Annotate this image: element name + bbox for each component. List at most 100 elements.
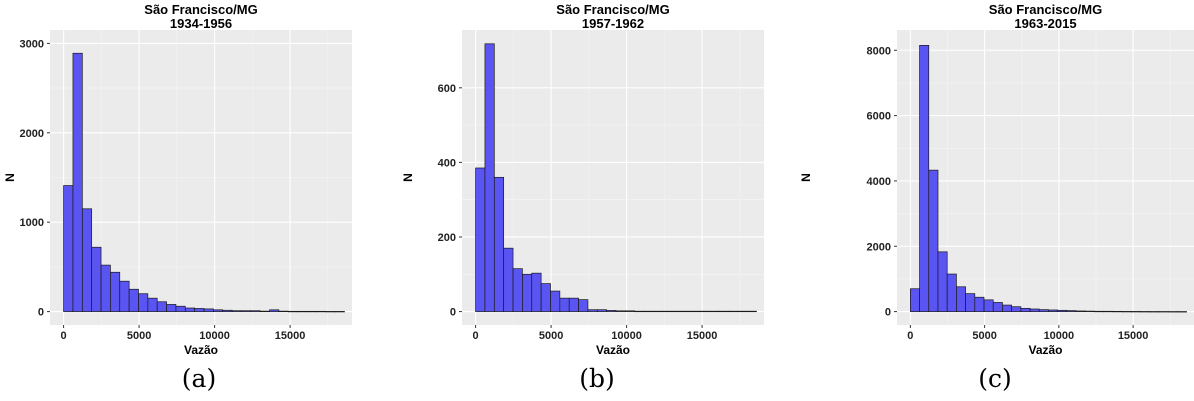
histogram-bar — [175, 305, 186, 312]
histogram-bar — [1167, 311, 1178, 313]
y-tick-label: 4000 — [867, 176, 891, 188]
x-tick-label: 10000 — [611, 330, 642, 342]
histogram-bar — [1020, 307, 1031, 312]
y-tick-label: 1000 — [20, 217, 44, 229]
histogram-bar — [746, 310, 757, 313]
histogram-bar — [910, 288, 920, 312]
chart-subtitle: 1963-2015 — [1014, 16, 1076, 31]
y-tick-label: 600 — [438, 83, 456, 95]
histogram-bar — [587, 309, 598, 312]
histogram-bar — [484, 43, 495, 312]
histogram-bar — [241, 310, 252, 312]
histogram-bar — [1177, 311, 1187, 313]
histogram-bar — [259, 310, 270, 312]
y-tick-label: 0 — [450, 307, 456, 319]
histogram-bar — [1084, 310, 1095, 312]
x-axis-title: Vazão — [1028, 343, 1062, 357]
histogram-bar — [306, 310, 317, 313]
histogram-bar — [222, 309, 233, 312]
histogram-bar — [475, 167, 486, 312]
histogram-bar — [287, 310, 298, 313]
x-tick-label: 10000 — [199, 330, 230, 342]
panel-c: 0 5000 10000 15000 0 2000 4000 6000 8000 São Fran… — [796, 0, 1194, 401]
x-axis-title: Vazão — [596, 343, 630, 357]
y-tick-label: 400 — [438, 157, 456, 169]
histogram-bar — [965, 293, 976, 312]
histogram-bar — [1121, 311, 1132, 313]
histogram-bar — [919, 45, 930, 312]
histogram-bar — [138, 293, 149, 312]
chart-title: São Francisco/MG — [556, 2, 669, 17]
histogram-bar — [946, 273, 957, 312]
x-axis-title: Vazão — [184, 343, 218, 357]
histogram-bar — [1029, 308, 1040, 312]
histogram-bar — [1130, 311, 1141, 313]
histogram-bar — [203, 308, 214, 312]
histogram-bar — [63, 185, 74, 312]
histogram-bar — [81, 208, 93, 312]
y-axis-title: N — [3, 173, 17, 182]
y-tick-label: 8000 — [867, 45, 891, 57]
histogram-bar — [110, 271, 121, 312]
x-tick-label: 0 — [907, 330, 913, 342]
histogram-bar — [522, 273, 533, 312]
histogram-bar — [119, 280, 130, 312]
y-tick-label: 0 — [38, 307, 44, 319]
y-tick-label: 6000 — [867, 111, 891, 123]
x-tick-label: 15000 — [275, 330, 306, 342]
histogram-bar — [250, 310, 261, 312]
caption-a: (a) — [181, 364, 217, 393]
histogram-bar — [1011, 306, 1022, 312]
histogram-bar — [184, 307, 196, 312]
histogram-bar — [325, 311, 336, 313]
histogram-bar — [540, 283, 551, 312]
x-tick-label: 5000 — [539, 330, 563, 342]
y-tick-label: 2000 — [867, 241, 891, 253]
histogram-bar — [983, 299, 994, 312]
y-tick-label: 3000 — [20, 38, 44, 50]
x-tick-label: 15000 — [1118, 330, 1149, 342]
histogram-bar — [128, 288, 139, 312]
histogram-bar — [278, 310, 289, 312]
chart-subtitle: 1934-1956 — [170, 16, 232, 31]
histogram-bar — [992, 302, 1003, 312]
histogram-bar — [1066, 310, 1077, 312]
histogram-bar — [1002, 304, 1012, 312]
chart-subtitle: 1957-1962 — [582, 16, 644, 31]
histogram-bar — [737, 310, 748, 313]
histogram-bar — [334, 311, 345, 313]
histogram-bar — [493, 176, 505, 312]
histogram-bar — [709, 310, 720, 313]
histogram-bar — [718, 310, 729, 313]
histogram-bar — [1057, 309, 1068, 312]
histogram-bar — [615, 310, 626, 312]
histogram-bar — [72, 52, 83, 312]
x-tick-label: 5000 — [972, 330, 996, 342]
histogram-bar — [316, 310, 327, 313]
histogram-bar — [974, 296, 985, 312]
histogram-bar — [1149, 311, 1160, 313]
y-tick-label: 0 — [885, 307, 891, 319]
histogram-bar — [1103, 310, 1114, 313]
x-tick-label: 15000 — [687, 330, 718, 342]
histogram-chart-b: 0 5000 10000 15000 0 200 400 600 São Francisco/M… — [401, 2, 764, 357]
histogram-bar — [194, 308, 205, 312]
caption-c: (c) — [978, 364, 1012, 393]
histogram-bar — [937, 251, 948, 312]
histogram-bar — [1140, 311, 1151, 313]
histogram-bar — [625, 310, 636, 312]
y-tick-label: 2000 — [20, 128, 44, 140]
histogram-bar — [512, 268, 523, 312]
y-axis-title: N — [799, 173, 813, 182]
histogram-bar — [297, 310, 308, 313]
histogram-bar — [606, 310, 617, 312]
histogram-bar — [147, 297, 158, 312]
histogram-bar — [728, 310, 739, 313]
histogram-bar — [531, 272, 542, 312]
histogram-bar — [1075, 310, 1086, 312]
histogram-bar — [559, 297, 570, 312]
histogram-bar — [550, 290, 561, 312]
histogram-chart-a: 0 5000 10000 15000 0 1000 2000 3000 São Francisc… — [3, 2, 352, 357]
histogram-bar — [928, 169, 939, 312]
chart-title: São Francisco/MG — [144, 2, 257, 17]
